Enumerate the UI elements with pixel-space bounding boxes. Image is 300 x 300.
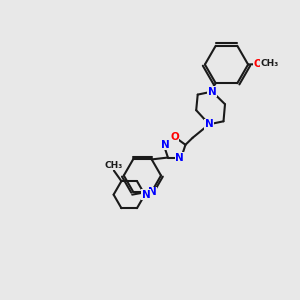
Text: O: O	[170, 132, 179, 142]
Text: CH₃: CH₃	[261, 59, 279, 68]
Text: N: N	[208, 87, 217, 97]
Text: N: N	[148, 187, 157, 197]
Text: N: N	[205, 119, 214, 129]
Text: N: N	[142, 190, 151, 200]
Text: N: N	[161, 140, 170, 150]
Text: N: N	[176, 152, 184, 163]
Text: O: O	[253, 59, 262, 69]
Text: CH₃: CH₃	[105, 161, 123, 170]
